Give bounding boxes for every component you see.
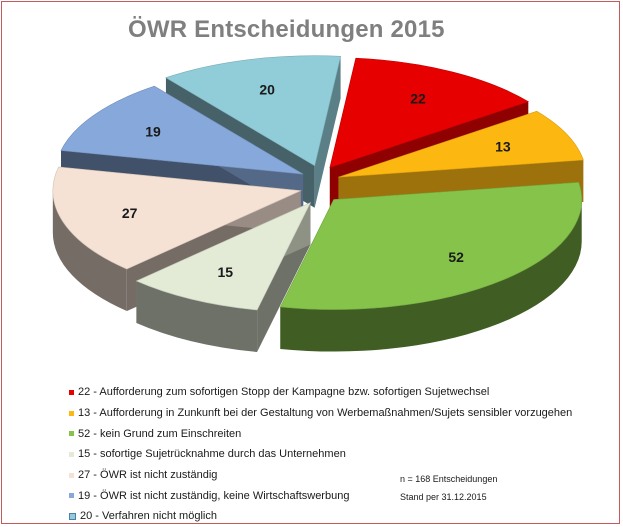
pie-slice-top bbox=[52, 166, 302, 270]
pie-data-labels: 22 13 52 15 27 19 20 bbox=[122, 81, 511, 280]
legend-text: 52 - kein Grund zum Einschreiten bbox=[78, 427, 242, 440]
legend-item: 52 - kein Grund zum Einschreiten bbox=[69, 423, 572, 444]
pie-slice-wall bbox=[314, 56, 341, 208]
legend-item: 27 - ÖWR ist nicht zuständig bbox=[69, 465, 572, 486]
total-decisions-note: n = 168 Entscheidungen bbox=[400, 474, 498, 484]
pie-slice-top bbox=[338, 110, 584, 178]
legend-text: 27 - ÖWR ist nicht zuständig bbox=[78, 469, 218, 482]
legend-item: 13 - Aufforderung in Zunkunft bei der Ge… bbox=[69, 403, 572, 424]
legend-swatch bbox=[69, 512, 76, 520]
legend-swatch bbox=[69, 493, 74, 499]
legend-swatch bbox=[69, 451, 74, 457]
legend-text: 13 - Aufforderung in Zunkunft bei der Ge… bbox=[78, 407, 573, 420]
legend-item: 22 - Aufforderung zum sofortigen Stopp d… bbox=[69, 382, 572, 403]
pie-data-label: 20 bbox=[259, 81, 275, 97]
pie-slice-top bbox=[60, 85, 304, 175]
pie-data-label: 19 bbox=[145, 123, 161, 139]
pie-slice bbox=[135, 201, 312, 352]
pie-slice-top bbox=[329, 57, 530, 169]
legend-text: 20 - Verfahren nicht möglich bbox=[80, 510, 217, 523]
legend-swatch bbox=[69, 389, 74, 395]
pie-slices bbox=[52, 55, 584, 352]
pie-slice-top bbox=[165, 55, 341, 167]
pie-data-label: 52 bbox=[448, 249, 464, 265]
legend-swatch bbox=[69, 431, 74, 437]
legend-text: 22 - Aufforderung zum sofortigen Stopp d… bbox=[78, 386, 490, 399]
legend-text: 19 - ÖWR ist nicht zuständig, keine Wirt… bbox=[78, 489, 350, 502]
pie-data-label: 27 bbox=[122, 205, 138, 221]
pie-slice-top bbox=[279, 182, 583, 310]
as-of-date-note: Stand per 31.12.2015 bbox=[400, 492, 487, 502]
legend-item: 20 - Verfahren nicht möglich bbox=[69, 506, 572, 527]
pie-data-label: 13 bbox=[495, 138, 511, 154]
legend-item: 15 - sofortige Sujetrücknahme durch das … bbox=[69, 444, 572, 465]
chart-legend: 22 - Aufforderung zum sofortigen Stopp d… bbox=[69, 382, 572, 527]
legend-swatch bbox=[69, 472, 74, 478]
pie-slice-rim bbox=[52, 190, 127, 312]
legend-swatch bbox=[69, 410, 74, 416]
legend-text: 15 - sofortige Sujetrücknahme durch das … bbox=[78, 448, 346, 461]
pie-slice-rim bbox=[136, 280, 258, 352]
pie-data-label: 22 bbox=[410, 91, 426, 107]
chart-title: ÖWR Entscheidungen 2015 bbox=[128, 16, 445, 43]
legend-item: 19 - ÖWR ist nicht zuständig, keine Wirt… bbox=[69, 485, 572, 506]
pie-slice-top bbox=[135, 201, 312, 311]
pie-data-label: 15 bbox=[217, 264, 233, 280]
pie-slice bbox=[279, 182, 583, 352]
pie-slice-rim bbox=[280, 199, 582, 352]
